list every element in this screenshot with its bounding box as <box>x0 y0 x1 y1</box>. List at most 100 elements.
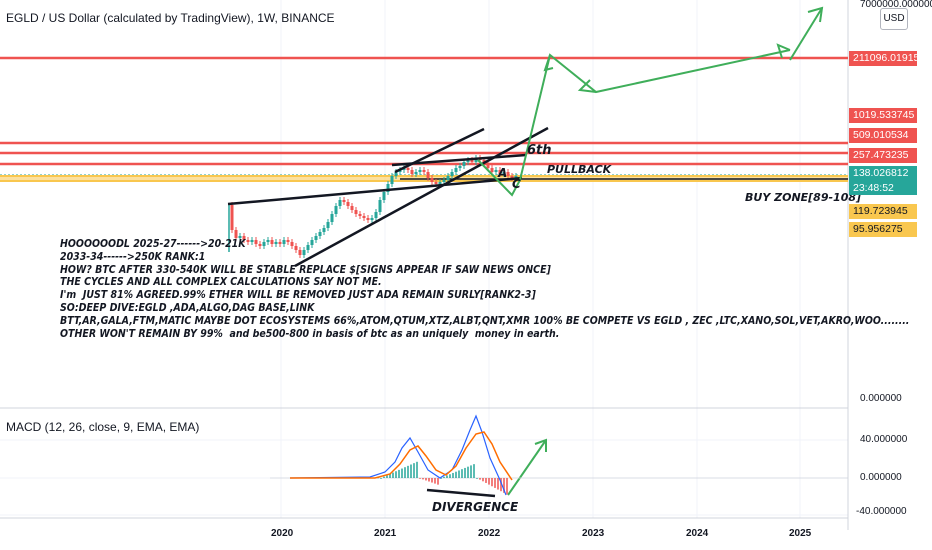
candle-body <box>394 172 398 176</box>
candle-body <box>386 184 390 192</box>
macd-bar <box>506 478 508 495</box>
wave-a-label: A <box>498 166 508 180</box>
note-line: HOOOOOODL 2025-27------>20-21K <box>60 238 246 250</box>
macd-bar <box>467 466 469 478</box>
candle-body <box>302 250 306 255</box>
macd-bar <box>437 478 439 485</box>
candle-body <box>258 244 262 246</box>
macd-bar <box>464 467 466 478</box>
projection-arrows <box>477 6 824 496</box>
macd-bar <box>407 465 409 478</box>
candle-body <box>346 202 350 206</box>
macd-bar <box>476 478 478 479</box>
macd-tick-40: 40.000000 <box>860 434 908 445</box>
arrowhead-4 <box>807 6 824 23</box>
candle-body <box>298 250 302 255</box>
candle-body <box>458 166 462 168</box>
candle-body <box>330 214 334 222</box>
macd-bar <box>401 468 403 478</box>
candle-body <box>390 176 394 184</box>
macd-bar <box>455 471 457 478</box>
note-line: OTHER WON'T REMAIN BY 99% and be500-800 … <box>60 327 560 340</box>
macd-title: MACD (12, 26, close, 9, EMA, EMA) <box>6 420 200 434</box>
candle-body <box>306 245 310 250</box>
macd-bar <box>470 465 472 478</box>
candle-body <box>338 200 342 206</box>
candle-body <box>358 214 362 216</box>
chart-title: EGLD / US Dollar (calculated by TradingV… <box>6 11 335 25</box>
price-badge-95: 95.956275 <box>849 222 917 237</box>
macd-arrowhead <box>534 438 547 452</box>
candle-body <box>290 242 294 246</box>
macd-bar <box>392 472 394 478</box>
macd-bar <box>494 478 496 488</box>
note-line: HOW? BTC AFTER 330-540K WILL BE STABLE R… <box>60 263 551 276</box>
candle-body <box>274 242 278 244</box>
macd-bar <box>386 475 388 478</box>
macd-bar <box>422 478 424 480</box>
candle-body <box>282 240 286 244</box>
divergence-label: DIVERGENCE <box>432 500 519 514</box>
candle-body <box>470 160 474 162</box>
macd-tick-0: 0.000000 <box>860 472 902 483</box>
candle-body <box>286 240 290 242</box>
candle-body <box>486 164 490 168</box>
candle-body <box>278 242 282 244</box>
candle-body <box>246 240 250 242</box>
support-line <box>227 176 523 206</box>
macd-bar <box>461 469 463 478</box>
time-tick-2020: 2020 <box>271 528 294 539</box>
candle-body <box>310 240 314 245</box>
currency-button[interactable]: USD <box>880 8 908 30</box>
macd-line <box>289 414 507 496</box>
candle-body <box>430 178 434 182</box>
candle-body <box>438 182 442 184</box>
macd-bar <box>389 473 391 478</box>
note-line: BTT,AR,GALA,FTM,MATIC MAYBE DOT ECOSYSTE… <box>60 314 910 327</box>
candle-body <box>326 222 330 228</box>
macd-bar <box>485 478 487 483</box>
note-line: SO:DEEP DIVE:EGLD ,ADA,ALGO,DAG BASE,LIN… <box>60 301 315 314</box>
macd-bar <box>440 478 442 479</box>
candle-body <box>238 236 242 238</box>
macd-arrow <box>507 439 547 496</box>
candle-body <box>234 230 238 238</box>
macd-divergence-line <box>426 488 496 498</box>
candle-body <box>230 205 234 230</box>
channel-lower-line <box>294 126 549 268</box>
channel-upper-line <box>394 127 485 174</box>
trend-lines <box>227 126 549 498</box>
candle-body <box>362 216 366 218</box>
note-line: 2033-34------>250K RANK:1 <box>60 250 206 263</box>
time-tick-2022: 2022 <box>478 528 501 539</box>
price-badge-211096: 211096.019150 <box>849 51 925 66</box>
candle-body <box>442 180 446 182</box>
arrowhead-3 <box>776 43 791 59</box>
price-tick-zero: 0.000000 <box>860 393 902 404</box>
candle-body <box>322 228 326 232</box>
price-badge-138: 138.026812 <box>849 166 917 181</box>
macd-bar <box>419 478 421 479</box>
candle-body <box>434 182 438 184</box>
candle-body <box>378 200 382 212</box>
candle-body <box>454 168 458 172</box>
candle-body <box>250 240 254 242</box>
note-line: I'm JUST 81% AGREED.99% ETHER WILL BE RE… <box>60 289 536 302</box>
macd-bar <box>500 478 502 492</box>
macd-bar <box>452 472 454 478</box>
price-badge-257: 257.473235 <box>849 148 917 163</box>
candle-body <box>514 176 518 178</box>
candle-body <box>510 176 514 178</box>
candle-body <box>398 170 402 172</box>
macd-bar <box>410 464 412 478</box>
projection-path <box>477 49 791 197</box>
macd-bar <box>425 478 427 481</box>
candle-body <box>418 170 422 172</box>
candle-body <box>382 192 386 200</box>
candle-body <box>502 172 506 174</box>
candle-body <box>466 160 470 162</box>
macd-bar <box>431 478 433 483</box>
candle-body <box>354 210 358 214</box>
candle-body <box>450 172 454 176</box>
